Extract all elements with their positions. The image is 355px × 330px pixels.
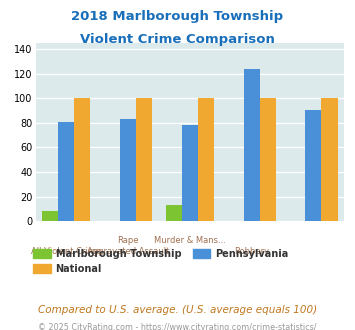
Bar — [120, 119, 136, 221]
Bar — [198, 98, 214, 221]
Text: Robbery: Robbery — [234, 247, 269, 256]
Text: Murder & Mans...: Murder & Mans... — [154, 236, 226, 245]
Bar — [182, 125, 198, 221]
Text: Violent Crime Comparison: Violent Crime Comparison — [80, 33, 275, 46]
Bar — [260, 98, 276, 221]
Bar — [305, 111, 322, 221]
Text: All Violent Crime: All Violent Crime — [31, 247, 102, 256]
Bar — [166, 205, 182, 221]
Bar — [58, 121, 75, 221]
Bar — [244, 69, 260, 221]
Legend: Marlborough Township, National, Pennsylvania: Marlborough Township, National, Pennsylv… — [33, 249, 289, 274]
Bar — [136, 98, 152, 221]
Text: Aggravated Assault: Aggravated Assault — [87, 247, 169, 256]
Bar — [42, 211, 58, 221]
Text: 2018 Marlborough Township: 2018 Marlborough Township — [71, 10, 284, 23]
Bar — [322, 98, 338, 221]
Bar — [75, 98, 91, 221]
Text: Rape: Rape — [118, 236, 139, 245]
Text: © 2025 CityRating.com - https://www.cityrating.com/crime-statistics/: © 2025 CityRating.com - https://www.city… — [38, 323, 317, 330]
Text: Compared to U.S. average. (U.S. average equals 100): Compared to U.S. average. (U.S. average … — [38, 305, 317, 315]
